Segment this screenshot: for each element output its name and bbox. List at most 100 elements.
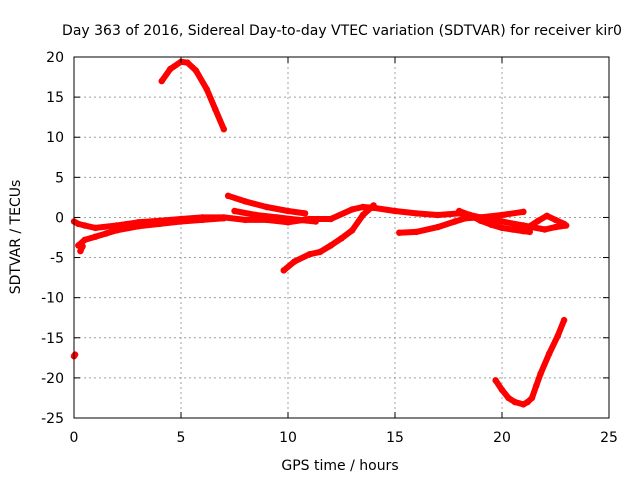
series-arc-9 [396, 208, 527, 236]
data-point [306, 251, 313, 258]
y-tick-label: 5 [55, 170, 64, 186]
data-point [434, 223, 441, 231]
data-point [280, 267, 287, 274]
data-point [113, 227, 121, 234]
data-point [545, 350, 553, 357]
data-point [560, 220, 568, 228]
y-tick-label: -5 [50, 251, 64, 267]
data-point [338, 235, 345, 242]
data-point [543, 212, 551, 219]
data-point [242, 216, 249, 224]
grid-layer [74, 57, 609, 418]
data-point [231, 207, 238, 215]
data-point [533, 382, 540, 390]
data-point [158, 77, 165, 85]
data-point [177, 218, 185, 225]
data-point [498, 386, 506, 394]
chart-title: Day 363 of 2016, Sidereal Day-to-day VTE… [62, 23, 622, 39]
x-tick-label: 15 [386, 430, 404, 446]
data-point [92, 224, 99, 232]
data-point [509, 226, 516, 233]
data-point [327, 242, 334, 249]
x-tick-label: 20 [493, 430, 511, 446]
data-point [274, 214, 281, 221]
data-point [77, 247, 84, 255]
y-tick-label: 10 [46, 130, 64, 146]
series-layer [70, 58, 570, 408]
data-point [295, 216, 302, 224]
data-point [203, 85, 210, 93]
data-point [370, 202, 377, 209]
data-point [434, 211, 441, 219]
data-point [413, 210, 420, 217]
data-point [79, 243, 86, 250]
y-tick-label: -25 [41, 411, 64, 427]
data-point [498, 211, 506, 219]
data-point [359, 211, 367, 219]
data-point [535, 217, 542, 224]
x-axis-label: GPS time / hours [281, 458, 398, 474]
y-tick-label: 15 [46, 90, 64, 106]
x-tick-label: 10 [279, 430, 297, 446]
y-tick-label: 0 [55, 210, 64, 226]
data-point [192, 67, 200, 74]
data-point [263, 203, 270, 211]
data-point [220, 126, 227, 133]
data-point [242, 198, 249, 205]
plot-frame [73, 56, 610, 419]
data-point [520, 208, 527, 215]
data-point [349, 227, 356, 234]
data-point [552, 216, 559, 224]
data-point [526, 223, 533, 230]
data-point [541, 226, 548, 233]
y-axis-label: SDTVAR / TECUs [8, 180, 24, 295]
data-point [505, 394, 512, 402]
y-tick-label: -15 [41, 331, 64, 347]
data-point [498, 224, 506, 232]
x-tick-label: 25 [600, 430, 618, 446]
data-point [167, 65, 174, 73]
data-point [477, 217, 484, 224]
data-point [212, 105, 219, 113]
data-point [359, 203, 367, 211]
data-point [156, 220, 163, 228]
data-point [135, 223, 142, 230]
data-point [349, 206, 356, 213]
data-point [451, 218, 459, 225]
data-point [75, 220, 82, 228]
data-point [511, 398, 518, 406]
data-point [92, 233, 99, 240]
data-point [224, 192, 232, 199]
data-point [552, 223, 559, 231]
data-point [312, 218, 319, 225]
data-point [102, 230, 110, 237]
y-tick-label: -20 [41, 371, 64, 387]
data-point [81, 222, 88, 229]
data-point [252, 211, 260, 219]
data-point [498, 218, 506, 225]
data-point [520, 227, 527, 235]
data-point [199, 216, 206, 224]
x-tick-label: 0 [70, 430, 79, 446]
data-point [391, 207, 399, 215]
data-point [528, 394, 536, 402]
series-arc-12 [492, 317, 568, 408]
data-point [291, 258, 298, 265]
data-point [456, 207, 463, 215]
data-point [488, 221, 495, 228]
data-point [184, 59, 191, 66]
data-point [327, 215, 334, 223]
data-point [284, 207, 292, 215]
x-tick-label: 5 [177, 430, 186, 446]
y-tick-label: 20 [46, 50, 64, 66]
data-point [396, 229, 403, 236]
data-point [466, 211, 474, 219]
ticks-layer: 0 5 10 15 20 25 -25 -20 -15 -10 -5 0 5 10 15 20 [41, 50, 618, 446]
series-arc-4 [75, 215, 227, 249]
data-point [520, 222, 527, 229]
data-point [81, 236, 88, 244]
data-point [71, 351, 79, 358]
data-point [554, 333, 561, 340]
data-point [560, 316, 568, 324]
